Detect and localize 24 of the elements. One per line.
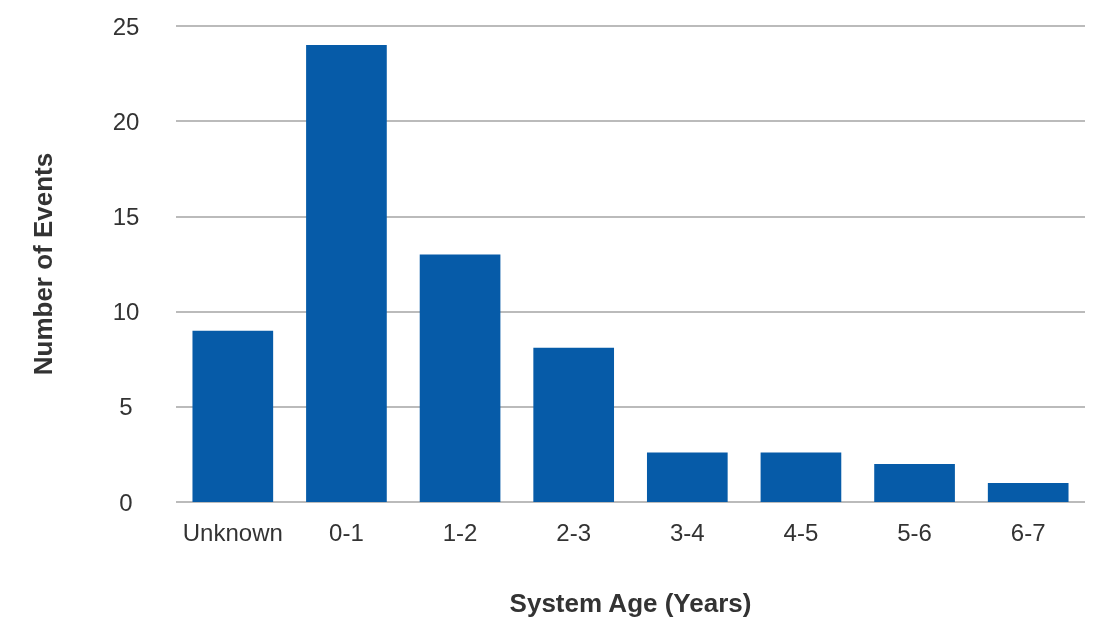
bar [306, 45, 387, 502]
x-tick-label: 4-5 [783, 518, 819, 546]
x-axis-title: System Age (Years) [509, 588, 752, 618]
y-tick-label: 15 [112, 202, 140, 230]
x-tick-label: 3-4 [669, 518, 705, 546]
y-tick-label: 10 [112, 298, 140, 326]
bar [874, 463, 955, 502]
bar [419, 254, 501, 502]
x-tick-label: 5-6 [897, 518, 932, 546]
y-tick-label: 20 [112, 107, 140, 135]
x-tick-label: 6-7 [1010, 518, 1046, 546]
bar [646, 452, 728, 502]
x-tick-label: 1-2 [442, 518, 478, 546]
x-tick-label: Unknown [182, 518, 283, 546]
bar [760, 452, 842, 502]
bar [987, 482, 1069, 502]
x-tick-label: 0-1 [329, 518, 364, 546]
y-axis-title: Number of Events [28, 152, 58, 376]
bar [533, 347, 615, 502]
x-tick-label: 2-3 [556, 518, 592, 546]
y-tick-label: 25 [112, 12, 140, 40]
y-tick-label: 0 [119, 488, 133, 516]
y-tick-label: 5 [119, 393, 133, 421]
bar [192, 330, 274, 502]
